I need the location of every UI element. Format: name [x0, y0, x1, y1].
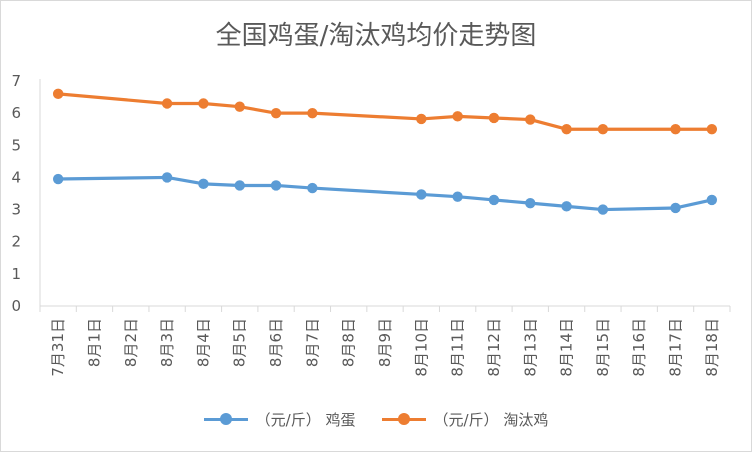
data-point	[52, 88, 64, 100]
data-point	[525, 197, 536, 209]
x-tick-label: 8月9日	[376, 318, 394, 367]
legend: （元/斤） 鸡蛋 （元/斤） 淘汰鸡	[1, 409, 751, 430]
data-point	[52, 173, 64, 185]
x-tick-label: 8月2日	[122, 318, 140, 367]
x-tick-label: 8月6日	[267, 318, 285, 367]
x-tick-label: 8月1日	[85, 318, 103, 367]
x-tick-label: 8月7日	[303, 318, 321, 367]
data-point	[670, 202, 681, 214]
data-point	[561, 124, 572, 135]
series-line-1	[56, 92, 714, 131]
data-point	[452, 191, 463, 202]
x-tick-label: 8月17日	[667, 318, 685, 377]
data-point	[561, 201, 572, 212]
x-tick-label: 8月10日	[412, 318, 430, 377]
legend-swatch-culled-hens	[381, 413, 426, 425]
x-tick-label: 8月3日	[158, 318, 176, 367]
x-tick-label: 8月14日	[558, 318, 576, 377]
data-point	[416, 113, 427, 125]
legend-item-eggs: （元/斤） 鸡蛋	[203, 409, 356, 430]
x-tick-label: 7月31日	[49, 318, 67, 377]
data-point	[452, 111, 463, 122]
data-point	[234, 101, 245, 112]
data-point	[416, 189, 427, 200]
legend-item-culled-hens: （元/斤） 淘汰鸡	[381, 409, 549, 430]
x-tick-label: 8月11日	[449, 318, 467, 377]
data-point	[488, 112, 500, 124]
y-tick-label: 2	[11, 233, 21, 251]
data-point	[670, 124, 681, 135]
x-tick-label: 8月5日	[231, 318, 249, 367]
data-point	[525, 114, 536, 125]
legend-label-eggs: （元/斤） 鸡蛋	[255, 411, 356, 429]
y-tick-label: 3	[11, 201, 21, 219]
data-point	[161, 98, 173, 109]
x-tick-label: 8月8日	[340, 318, 358, 367]
data-point	[488, 194, 500, 206]
data-point	[597, 204, 609, 215]
data-point	[597, 124, 609, 135]
series-line-0	[56, 175, 714, 212]
y-tick-label: 5	[11, 136, 21, 154]
data-point	[307, 182, 318, 194]
x-tick-label: 8月13日	[521, 318, 539, 377]
x-tick-label: 8月4日	[194, 318, 212, 367]
chart-title: 全国鸡蛋/淘汰鸡均价走势图	[215, 21, 537, 51]
data-point	[270, 107, 282, 119]
data-point	[706, 194, 718, 206]
data-point	[234, 180, 245, 191]
y-tick-label: 7	[11, 72, 21, 90]
data-point	[161, 172, 173, 183]
legend-swatch-eggs	[203, 413, 248, 425]
data-point	[307, 107, 318, 119]
y-tick-label: 0	[11, 297, 21, 315]
data-point	[270, 180, 282, 191]
data-point	[198, 98, 209, 109]
x-tick-label: 8月12日	[485, 318, 503, 377]
y-tick-label: 1	[11, 265, 21, 283]
data-point	[198, 178, 209, 190]
data-point	[706, 124, 718, 135]
y-tick-label: 6	[11, 104, 21, 122]
legend-label-culled-hens: （元/斤） 淘汰鸡	[433, 411, 549, 429]
x-tick-label: 8月15日	[594, 318, 612, 377]
x-tick-label: 8月18日	[703, 318, 721, 377]
x-tick-label: 8月16日	[630, 318, 648, 377]
y-tick-label: 4	[11, 168, 21, 186]
